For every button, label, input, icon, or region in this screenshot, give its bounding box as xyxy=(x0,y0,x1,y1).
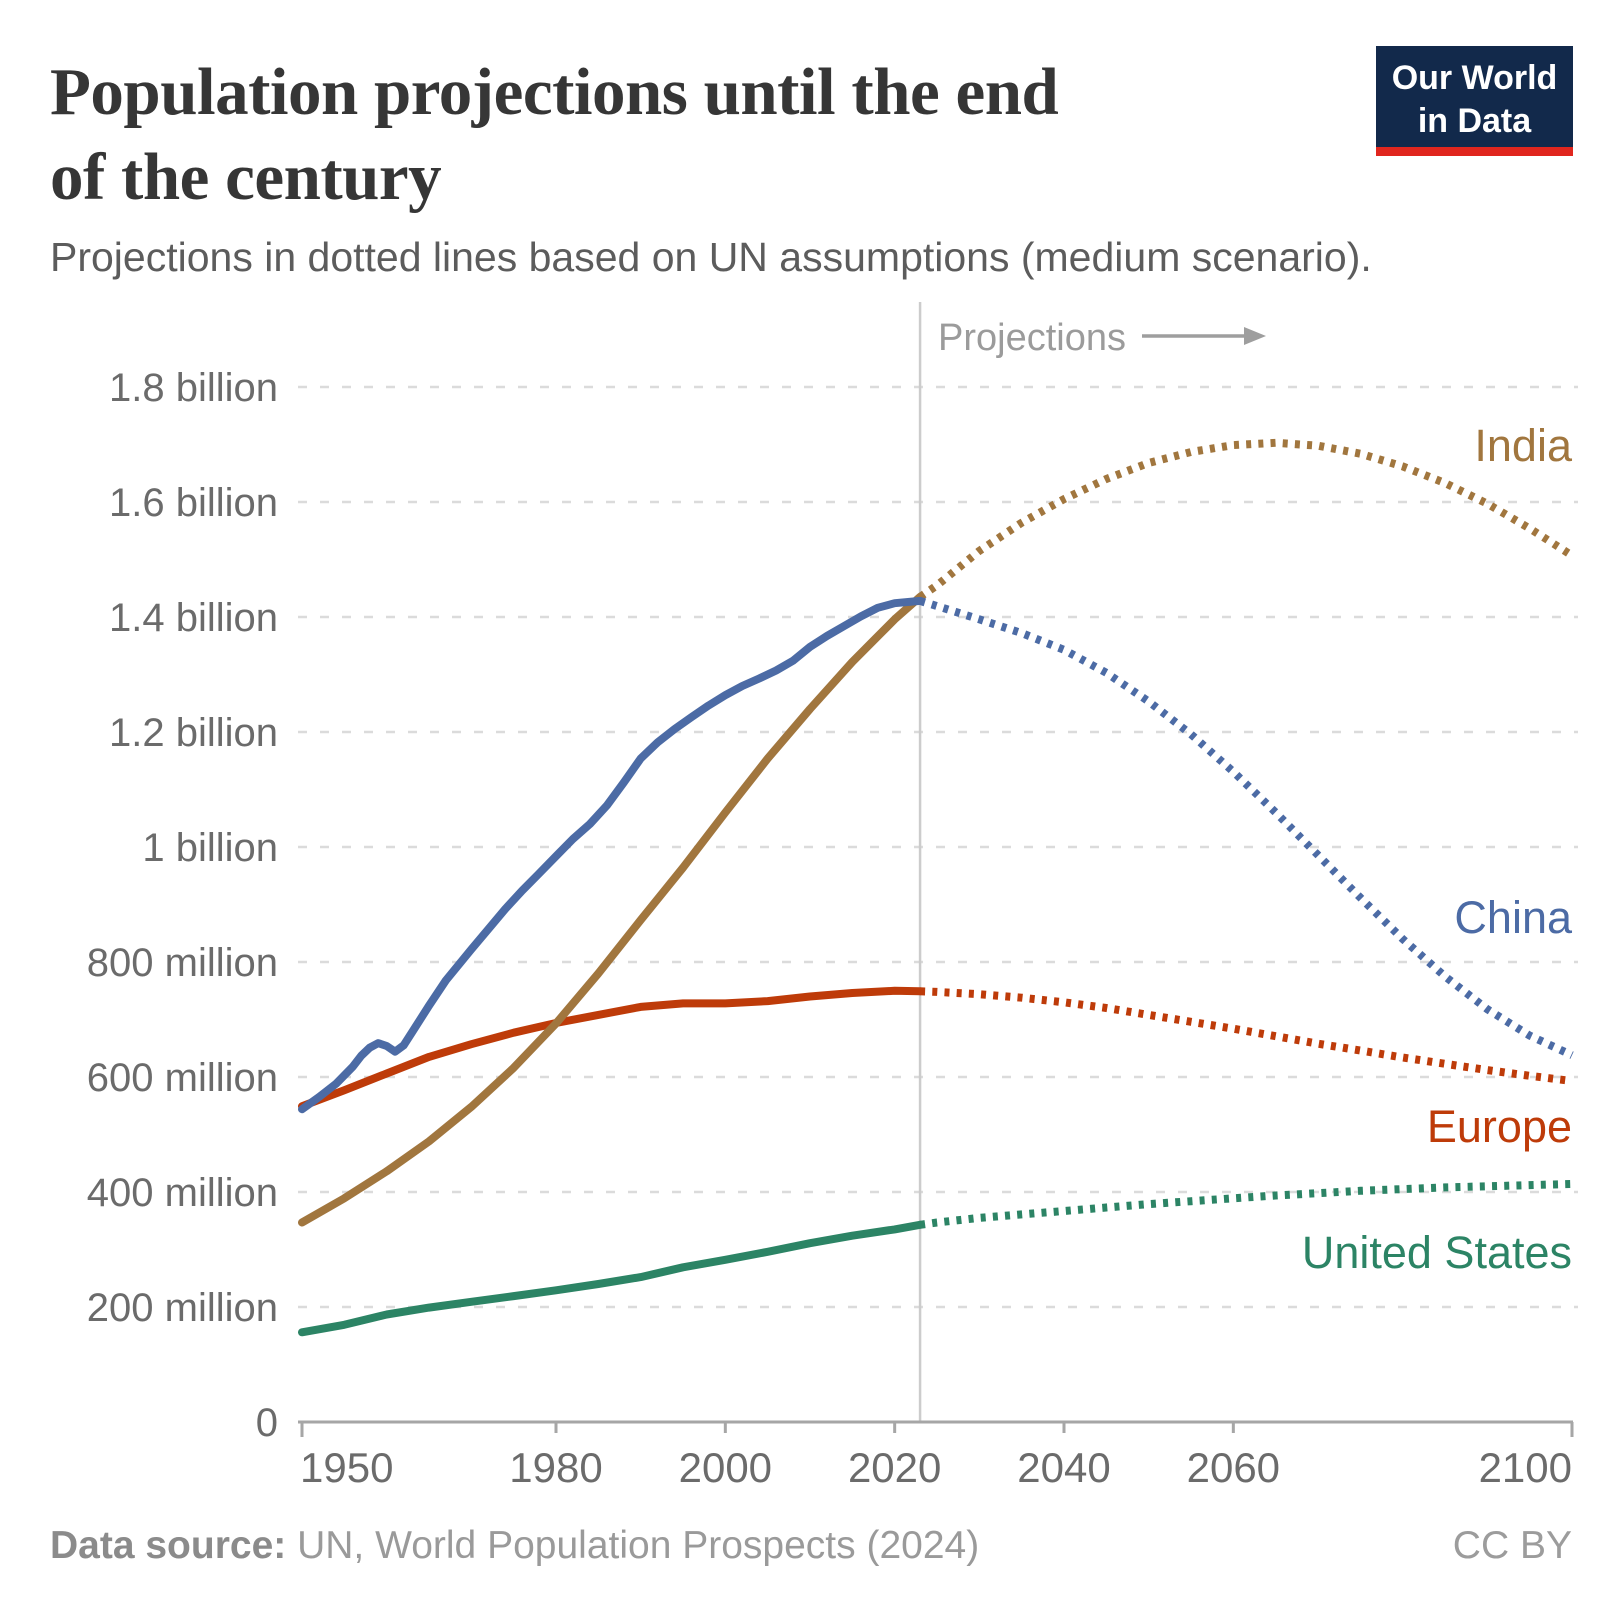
series-projection-china xyxy=(918,597,1574,1059)
x-axis-tick-label-1980: 1980 xyxy=(509,1444,602,1491)
y-axis-tick-label: 200 million xyxy=(87,1286,278,1330)
owid-logo-line1: Our World xyxy=(1391,59,1558,97)
projections-label: Projections xyxy=(938,317,1126,359)
data-source-text: UN, World Population Prospects (2024) xyxy=(297,1524,980,1567)
y-axis-tick-label: 800 million xyxy=(87,941,278,985)
y-axis-tick-label: 400 million xyxy=(87,1171,278,1215)
series-projection-india xyxy=(917,438,1575,601)
license-label: CC BY xyxy=(1452,1524,1572,1567)
chart-title: Population projections until the end of … xyxy=(50,50,1350,220)
series-label-india: India xyxy=(1474,420,1573,471)
series-label-europe: Europe xyxy=(1427,1101,1572,1152)
owid-logo-accent-bar xyxy=(1376,147,1573,156)
x-axis-tick-label-2060: 2060 xyxy=(1187,1444,1280,1491)
y-axis-tick-label: 1.4 billion xyxy=(109,596,278,640)
series-line-europe xyxy=(298,986,925,1111)
series-projection-united-states xyxy=(919,1180,1573,1229)
chart-title-line1: Population projections until the end xyxy=(50,55,1059,129)
y-axis-tick-label: 1 billion xyxy=(142,826,278,870)
data-source-label: Data source: xyxy=(50,1524,287,1567)
y-axis-tick-label: 600 million xyxy=(87,1056,278,1100)
x-axis-tick-label-2000: 2000 xyxy=(679,1444,772,1491)
series-label-united-states: United States xyxy=(1302,1227,1572,1278)
x-axis-tick-label-2040: 2040 xyxy=(1017,1444,1110,1491)
y-axis-tick-label: 1.8 billion xyxy=(109,366,278,410)
series-line-india xyxy=(298,592,925,1227)
series-line-united-states xyxy=(298,1220,925,1337)
y-axis-tick-label: 0 xyxy=(256,1401,278,1445)
projections-arrow-head xyxy=(1244,327,1266,345)
series-label-china: China xyxy=(1454,892,1573,943)
owid-logo: Our World in Data xyxy=(1376,46,1573,156)
chart-subtitle: Projections in dotted lines based on UN … xyxy=(50,234,1372,280)
data-source: Data source: UN, World Population Prospe… xyxy=(50,1524,979,1568)
chart-title-line2: of the century xyxy=(50,140,442,214)
x-axis-tick-label-2020: 2020 xyxy=(848,1444,941,1491)
x-axis-tick-label-1950: 1950 xyxy=(300,1444,393,1491)
y-axis-tick-label: 1.2 billion xyxy=(109,711,278,755)
owid-logo-line2: in Data xyxy=(1417,102,1532,140)
x-axis-tick-label-2100: 2100 xyxy=(1479,1444,1572,1491)
series-line-china xyxy=(298,596,925,1114)
series-projection-europe xyxy=(919,987,1573,1085)
y-axis-tick-label: 1.6 billion xyxy=(109,481,278,525)
